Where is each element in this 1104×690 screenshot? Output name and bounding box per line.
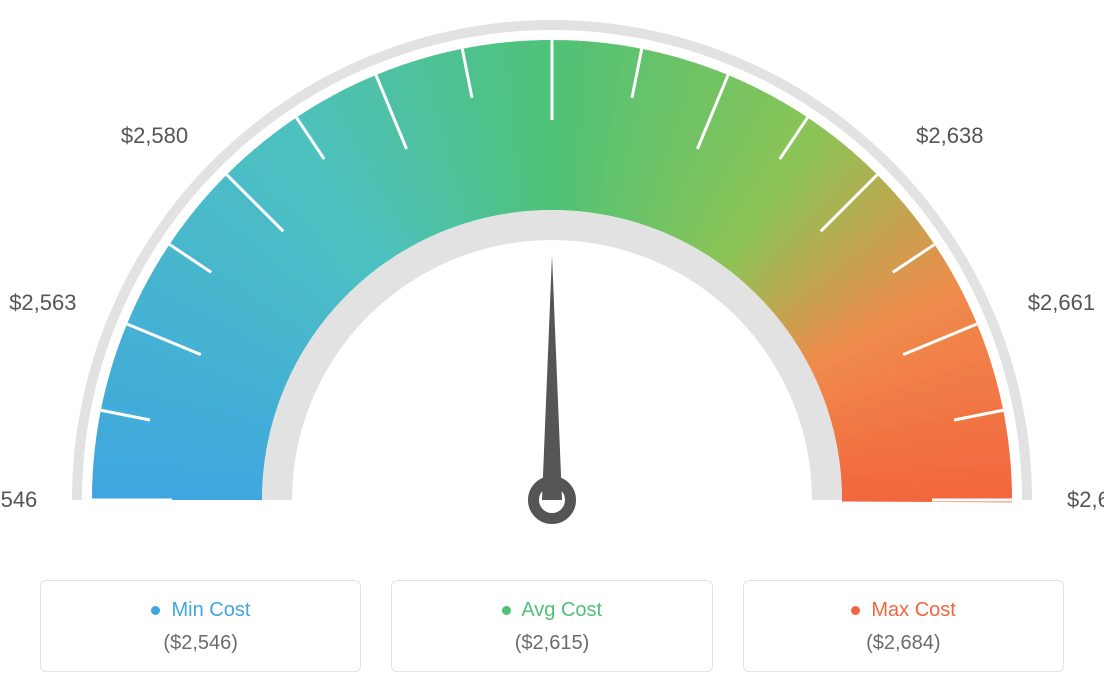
scale-label: $2,684 — [1067, 487, 1104, 513]
scale-label: $2,580 — [121, 123, 188, 149]
gauge-chart: $2,546$2,563$2,580$2,615$2,638$2,661$2,6… — [0, 0, 1104, 560]
dot-icon — [851, 606, 860, 615]
legend-label-text: Max Cost — [871, 599, 955, 621]
legend-card-min: Min Cost ($2,546) — [40, 580, 361, 672]
legend-card-avg: Avg Cost ($2,615) — [391, 580, 712, 672]
legend-value-min: ($2,546) — [51, 632, 350, 655]
scale-label: $2,638 — [916, 123, 983, 149]
legend-label-max: Max Cost — [754, 599, 1053, 622]
legend-label-text: Min Cost — [171, 599, 250, 621]
dot-icon — [151, 606, 160, 615]
cost-gauge-widget: $2,546$2,563$2,580$2,615$2,638$2,661$2,6… — [0, 0, 1104, 690]
scale-label: $2,546 — [0, 487, 37, 513]
legend-card-max: Max Cost ($2,684) — [743, 580, 1064, 672]
legend-label-text: Avg Cost — [521, 599, 602, 621]
scale-label: $2,563 — [9, 290, 76, 316]
legend-value-avg: ($2,615) — [402, 632, 701, 655]
legend-label-min: Min Cost — [51, 599, 350, 622]
dot-icon — [502, 606, 511, 615]
scale-label: $2,661 — [1028, 290, 1095, 316]
legend-row: Min Cost ($2,546) Avg Cost ($2,615) Max … — [0, 580, 1104, 672]
legend-value-max: ($2,684) — [754, 632, 1053, 655]
legend-label-avg: Avg Cost — [402, 599, 701, 622]
